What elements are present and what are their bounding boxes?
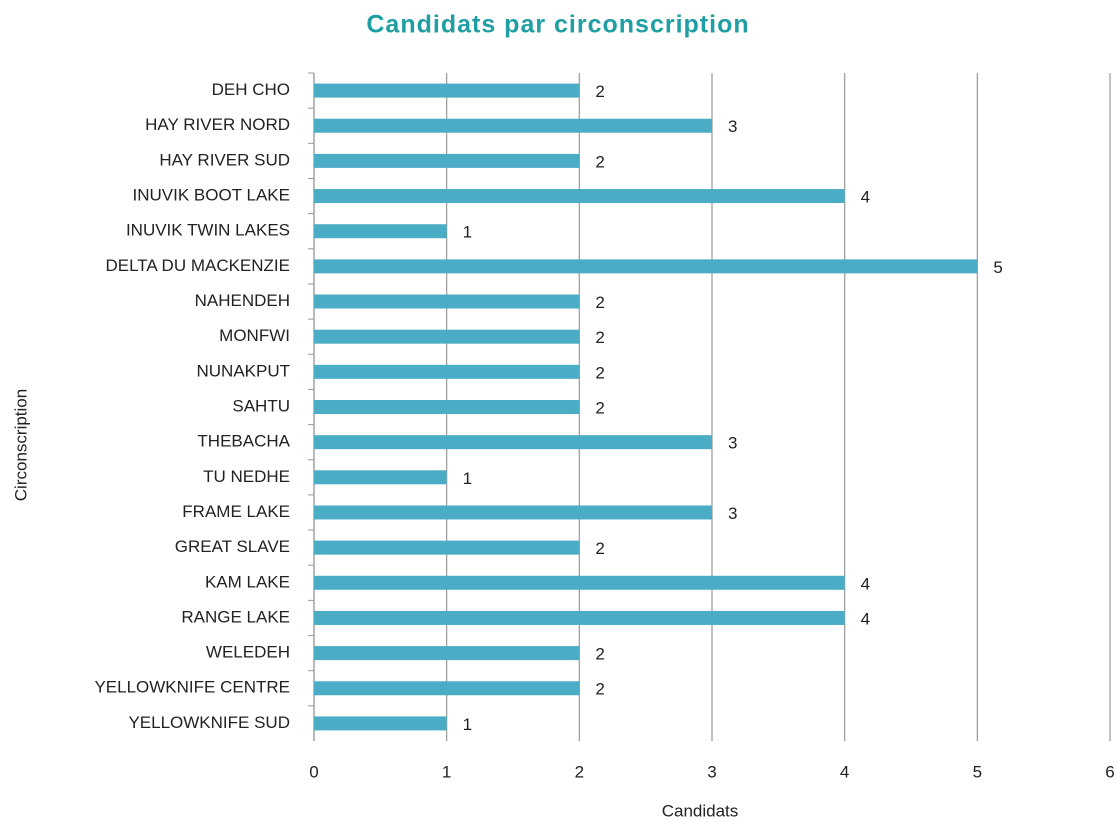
y-tick-label: INUVIK TWIN LAKES xyxy=(126,221,290,240)
x-tick-label: 6 xyxy=(1105,762,1114,781)
y-tick-label: DEH CHO xyxy=(212,80,290,99)
bar xyxy=(314,400,580,414)
x-tick-label: 4 xyxy=(840,762,849,781)
data-label: 4 xyxy=(861,188,870,207)
bar xyxy=(314,153,580,168)
y-tick-label: NAHENDEH xyxy=(195,291,290,310)
bar xyxy=(314,646,580,661)
data-label: 4 xyxy=(861,609,870,628)
x-tick-label: 5 xyxy=(973,762,982,781)
x-tick-label: 0 xyxy=(309,762,318,781)
y-axis-label: Circonscription xyxy=(11,389,30,501)
data-label: 1 xyxy=(463,469,472,488)
data-label: 2 xyxy=(595,539,604,558)
bar xyxy=(314,189,845,204)
bar xyxy=(314,83,580,98)
bar xyxy=(314,118,712,133)
y-tick-label: WELEDEH xyxy=(206,643,290,662)
y-tick-label: GREAT SLAVE xyxy=(175,537,290,556)
data-label: 2 xyxy=(595,328,604,347)
y-tick-label: MONFWI xyxy=(219,326,290,345)
data-label: 2 xyxy=(595,152,604,171)
chart-title: Candidats par circonscription xyxy=(366,11,749,39)
data-label: 2 xyxy=(595,293,604,312)
data-label: 1 xyxy=(463,223,472,242)
y-tick-label: FRAME LAKE xyxy=(182,502,290,521)
bar xyxy=(314,575,845,590)
y-tick-label: THEBACHA xyxy=(197,432,290,451)
data-label: 4 xyxy=(861,574,870,593)
data-label: 2 xyxy=(595,82,604,101)
data-label: 5 xyxy=(993,258,1002,277)
bar xyxy=(314,681,580,696)
x-tick-label: 1 xyxy=(442,762,451,781)
bar xyxy=(314,364,580,379)
bar xyxy=(314,716,447,731)
y-tick-label: SAHTU xyxy=(232,396,290,415)
bar xyxy=(314,470,447,485)
bar xyxy=(314,610,845,625)
data-label: 2 xyxy=(595,398,604,417)
data-label: 2 xyxy=(595,680,604,699)
y-tick-label: TU NEDHE xyxy=(203,467,290,486)
y-tick-label: YELLOWKNIFE CENTRE xyxy=(94,678,290,697)
bar xyxy=(314,294,580,309)
bar xyxy=(314,505,712,520)
y-tick-label: HAY RIVER SUD xyxy=(159,150,290,169)
bar xyxy=(314,259,978,274)
y-tick-label: YELLOWKNIFE SUD xyxy=(128,713,290,732)
x-tick-label: 2 xyxy=(575,762,584,781)
bar xyxy=(314,540,580,555)
y-tick-label: KAM LAKE xyxy=(205,572,290,591)
y-tick-label: DELTA DU MACKENZIE xyxy=(105,256,290,275)
data-label: 3 xyxy=(728,117,737,136)
data-label: 2 xyxy=(595,363,604,382)
y-tick-label: NUNAKPUT xyxy=(196,361,290,380)
data-label: 3 xyxy=(728,434,737,453)
data-label: 1 xyxy=(463,715,472,734)
bar xyxy=(314,329,580,344)
bar xyxy=(314,224,447,239)
y-tick-label: RANGE LAKE xyxy=(181,607,290,626)
y-tick-label: INUVIK BOOT LAKE xyxy=(133,186,290,205)
bar xyxy=(314,435,712,450)
data-label: 2 xyxy=(595,645,604,664)
data-label: 3 xyxy=(728,504,737,523)
y-tick-label: HAY RIVER NORD xyxy=(145,115,290,134)
x-tick-label: 3 xyxy=(707,762,716,781)
x-axis-label: Candidats xyxy=(662,801,739,820)
